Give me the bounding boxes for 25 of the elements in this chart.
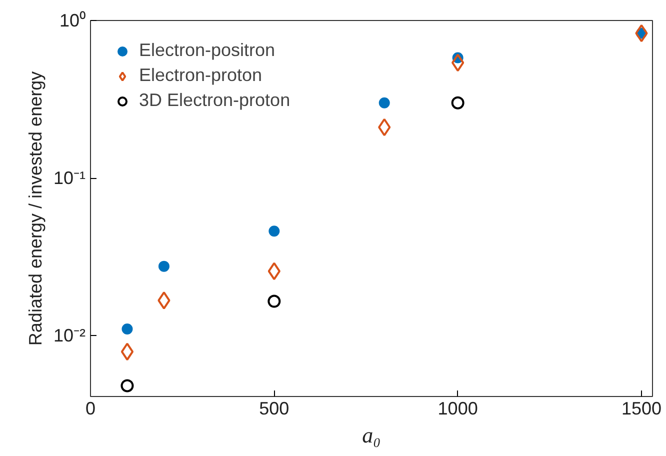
legend-label: Electron-proton xyxy=(139,65,262,86)
point xyxy=(635,24,648,42)
point xyxy=(268,226,280,237)
x-tick-label: 0 xyxy=(85,398,96,418)
point xyxy=(451,54,464,72)
point xyxy=(268,294,281,308)
x-tick-label: 500 xyxy=(259,398,290,418)
x-tick-label: 1000 xyxy=(438,398,478,418)
point xyxy=(158,291,170,310)
y-tick-label: 10⁻² xyxy=(53,326,86,346)
point xyxy=(451,96,464,110)
x-tick-label: 1500 xyxy=(621,398,662,418)
legend-label: 3D Electron-proton xyxy=(139,90,290,111)
point xyxy=(158,260,170,272)
legend-label: Electron-positron xyxy=(139,40,276,61)
y-tick-label: 10⁰ xyxy=(59,10,86,30)
point xyxy=(268,262,280,280)
y-axis-title: Radiated energy / invested energy xyxy=(25,71,46,346)
x-axis-title: a₀ xyxy=(362,422,381,448)
point xyxy=(120,342,134,361)
y-tick-label: 10⁻¹ xyxy=(53,168,86,188)
point xyxy=(122,324,133,334)
point xyxy=(378,118,391,136)
point xyxy=(378,97,390,108)
point xyxy=(120,379,134,392)
